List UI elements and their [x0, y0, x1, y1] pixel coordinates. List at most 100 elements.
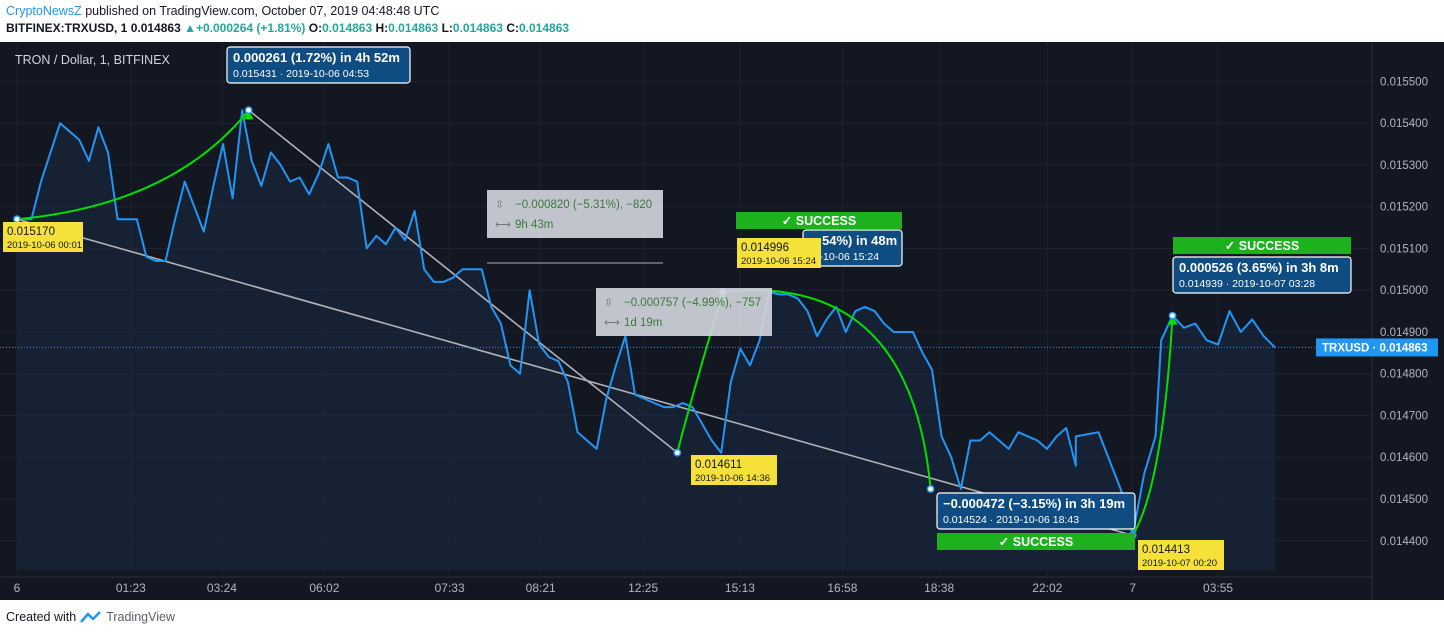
success-badge-3	[1173, 237, 1351, 254]
price-change: +0.000264 (+1.81%)	[195, 21, 306, 35]
open-label: O:	[308, 21, 323, 35]
open-value: 0.014863	[322, 21, 373, 35]
chart-title: TRON / Dollar, 1, BITFINEX	[15, 53, 171, 67]
info-box-recovery-sub: …-10-06 15:24	[809, 251, 879, 263]
anchor-point	[673, 448, 682, 457]
measure-box-2-sub: 1d 19m	[624, 317, 662, 329]
label-low	[691, 455, 777, 485]
label-high-sub: 2019-10-06 15:24	[741, 256, 816, 267]
x-tick-label: 6	[14, 581, 21, 595]
price-tag-text: TRXUSD · 0.014863	[1322, 342, 1427, 354]
label-start-sub: 2019-10-06 00:01	[7, 240, 82, 251]
info-box-drop-sub: 0.014524 · 2019-10-06 18:43	[943, 514, 1079, 526]
price-chart[interactable]: 0.014400 0.014500 0.014600 0.014700 0.014800…	[0, 42, 1444, 600]
label-start-text: 0.015170	[7, 226, 55, 238]
x-tick-label: 01:23	[116, 581, 146, 595]
label-low-sub: 2019-10-06 14:36	[695, 473, 770, 484]
high-value: 0.014863	[388, 21, 439, 35]
y-tick-label: 0.015500	[1380, 76, 1428, 88]
label-bottom-sub: 2019-10-07 00:20	[1142, 558, 1217, 569]
tradingview-logo-icon	[80, 611, 102, 623]
x-tick-label: 12:25	[628, 581, 658, 595]
x-tick-label: 16:58	[827, 581, 857, 595]
success-badge-1-text: ✓ SUCCESS	[782, 214, 856, 228]
y-tick-label: 0.015100	[1380, 243, 1428, 255]
measure-box-1-sub: 9h 43m	[515, 219, 553, 231]
anchor-point	[244, 106, 253, 115]
measure-box-2-text: −0.000757 (−4.99%), −757	[624, 297, 761, 309]
x-tick-label: 22:02	[1032, 581, 1062, 595]
label-bottom	[1138, 540, 1224, 570]
low-label: L:	[441, 21, 453, 35]
price-area	[17, 110, 1275, 570]
y-tick-label: 0.015300	[1380, 160, 1428, 172]
y-tick-label: 0.014600	[1380, 452, 1428, 464]
y-tick-label: 0.015000	[1380, 285, 1428, 297]
y-tick-label: 0.014500	[1380, 494, 1428, 506]
price-axis[interactable]: 0.014400 0.014500 0.014600 0.014700 0.014800…	[1316, 42, 1444, 600]
price-line	[16, 109, 1276, 537]
range-icon: ⇳	[495, 199, 504, 211]
symbol-line: BITFINEX:TRXUSD, 1 0.014863 ▲+0.000264 (…	[6, 21, 569, 35]
y-tick-label: 0.014400	[1380, 536, 1428, 548]
label-high	[737, 238, 821, 268]
info-box-peak-sub: 0.015431 · 2019-10-06 04:53	[233, 68, 369, 80]
y-tick-label: 0.015200	[1380, 202, 1428, 214]
arrow-head-icon	[243, 110, 254, 120]
span-icon: ⟷	[495, 219, 511, 231]
x-tick-label: 7	[1129, 581, 1136, 595]
symbol-name: BITFINEX:TRXUSD, 1	[6, 21, 128, 35]
range-icon: ⇳	[604, 297, 613, 309]
time-axis[interactable]: 6 01:23 03:24 06:02 07:33 08:21 12:25 15:13 16:5…	[0, 576, 1372, 595]
published-text: published on TradingView.com, October 07…	[81, 4, 440, 18]
label-bottom-text: 0.014413	[1142, 544, 1190, 556]
info-box-final-text: 0.000526 (3.65%) in 3h 8m	[1179, 260, 1339, 275]
last-price: 0.014863	[130, 21, 181, 35]
info-box-peak	[226, 46, 411, 84]
close-value: 0.014863	[518, 21, 570, 35]
x-tick-label: 08:21	[526, 581, 556, 595]
x-tick-label: 06:02	[309, 581, 339, 595]
label-high-text: 0.014996	[741, 242, 789, 254]
anchor-point	[13, 215, 21, 224]
x-tick-label: 15:13	[725, 581, 755, 595]
x-tick-label: 18:38	[924, 581, 954, 595]
up-arrow-icon: ▲	[184, 21, 196, 35]
created-with: Created with	[6, 610, 77, 624]
y-tick-label: 0.014900	[1380, 327, 1428, 339]
span-icon: ⟷	[604, 317, 620, 329]
tradingview-link[interactable]: TradingView	[106, 610, 175, 624]
price-tag	[1316, 338, 1438, 357]
info-box-drop	[936, 492, 1136, 530]
trend-line-long	[16, 218, 1133, 537]
author-link[interactable]: CryptoNewsZ	[6, 4, 82, 18]
low-value: 0.014863	[452, 21, 503, 35]
success-badge-2	[937, 533, 1135, 550]
arrow-head-icon	[1167, 315, 1178, 325]
y-tick-label: 0.014700	[1380, 410, 1428, 422]
price-area-fill	[17, 110, 1275, 570]
x-tick-label: 03:55	[1203, 581, 1233, 595]
measure-box-1-text: −0.000820 (−5.31%), −820	[515, 199, 652, 211]
arc-final-rise	[1131, 315, 1174, 536]
x-tick-label: 03:24	[207, 581, 237, 595]
info-box-final-sub: 0.014939 · 2019-10-07 03:28	[1179, 278, 1315, 290]
high-label: H:	[375, 21, 389, 35]
footer: Created with TradingView	[6, 610, 175, 624]
y-tick-label: 0.014800	[1380, 369, 1428, 381]
price-series	[0, 109, 1372, 537]
measure-box-1	[487, 190, 663, 238]
label-low-text: 0.014611	[695, 459, 742, 471]
success-badge-1	[736, 212, 902, 229]
close-label: C:	[506, 21, 519, 35]
info-box-drop-text: −0.000472 (−3.15%) in 3h 19m	[943, 496, 1125, 511]
publish-line: CryptoNewsZ published on TradingView.com…	[6, 4, 439, 18]
success-badge-3-text: ✓ SUCCESS	[1225, 239, 1299, 253]
info-box-final	[1172, 256, 1352, 294]
y-tick-label: 0.015400	[1380, 118, 1428, 130]
info-box-peak-text: 0.000261 (1.72%) in 4h 52m	[233, 50, 400, 65]
arc-first-rise	[16, 109, 250, 221]
x-tick-label: 07:33	[435, 581, 465, 595]
success-badge-2-text: ✓ SUCCESS	[999, 535, 1073, 549]
annotations: −0.000820 (−5.31%), −820 9h 43m ⇳ ⟷ −0.00075…	[3, 46, 1352, 570]
